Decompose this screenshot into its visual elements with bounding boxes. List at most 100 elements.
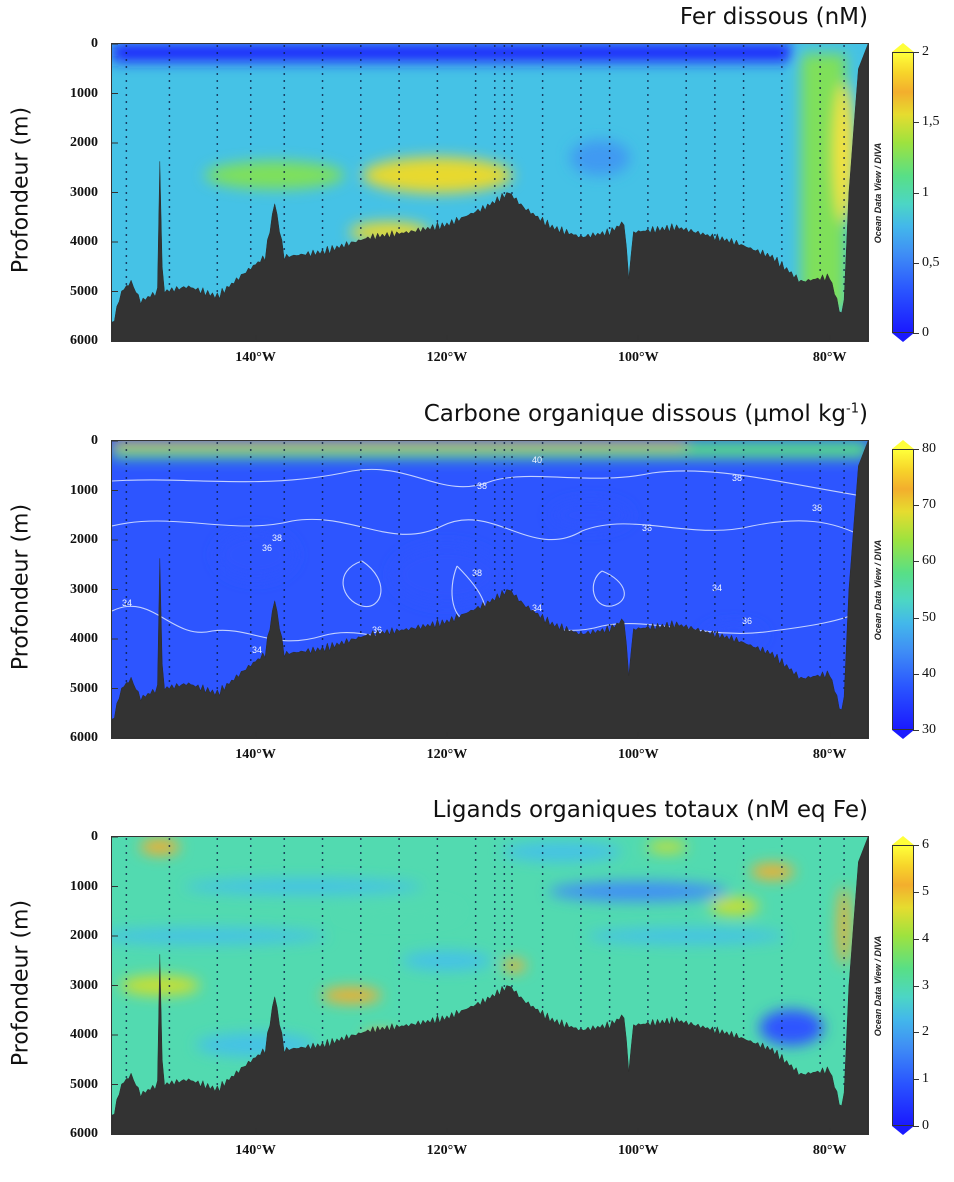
sample-dot: [436, 449, 439, 451]
sample-dot: [216, 645, 219, 647]
sample-dot: [168, 80, 171, 82]
sample-dot: [216, 1041, 219, 1043]
sample-dot: [321, 866, 324, 868]
sample-dot: [646, 1020, 649, 1022]
sample-dot: [819, 533, 822, 535]
sample-dot: [125, 526, 128, 528]
sample-dot: [125, 276, 128, 278]
sample-dot: [713, 66, 716, 68]
sample-dot: [321, 582, 324, 584]
sample-dot: [249, 645, 252, 647]
sample-dot: [168, 894, 171, 896]
y-axis-label: Profondeur (m): [8, 899, 34, 1067]
sample-dot: [780, 589, 783, 591]
sample-dot: [125, 610, 128, 612]
sample-dot: [742, 971, 745, 973]
sample-dot: [283, 442, 286, 444]
sample-dot: [541, 887, 544, 889]
sample-dot: [713, 463, 716, 465]
sample-dot: [541, 1006, 544, 1008]
sample-dot: [742, 568, 745, 570]
sample-dot: [474, 80, 477, 82]
sample-dot: [168, 449, 171, 451]
sample-dot: [511, 943, 513, 945]
sample-dot: [493, 964, 496, 966]
sample-dot: [843, 645, 845, 647]
sample-dot: [125, 456, 128, 458]
sample-dot: [168, 1006, 171, 1008]
sample-dot: [125, 652, 128, 654]
sample-dot: [503, 943, 506, 945]
sample-dot: [398, 561, 400, 563]
sample-dot: [742, 87, 745, 89]
sample-dot: [283, 463, 286, 465]
sample-dot: [742, 498, 745, 500]
sample-dot: [843, 470, 845, 472]
sample-dot: [608, 922, 611, 924]
sample-dot: [249, 866, 252, 868]
sample-dot: [780, 512, 783, 514]
sample-dot: [819, 143, 822, 145]
sample-dot: [493, 943, 496, 945]
sample-dot: [713, 470, 716, 472]
y-tick-label: 1000: [70, 482, 98, 498]
ligand-patch: [339, 901, 460, 922]
sample-dot: [359, 108, 362, 110]
sample-dot: [321, 199, 324, 201]
sample-dot: [321, 171, 324, 173]
sample-dot: [216, 845, 219, 847]
sample-dot: [608, 498, 611, 500]
panel-dissolved-iron: Fer dissous (nM) Profondeur (m) 0 1000 200…: [0, 0, 954, 389]
sample-dot: [511, 157, 513, 159]
sample-dot: [646, 491, 649, 493]
sample-dot: [646, 463, 649, 465]
sample-dot: [168, 45, 171, 47]
y-tick-label: 5000: [70, 1076, 98, 1092]
sample-dot: [168, 178, 171, 180]
sample-dot: [398, 442, 400, 444]
sample-dot: [436, 157, 439, 159]
sample-dot: [646, 449, 649, 451]
sample-dot: [713, 985, 716, 987]
sample-dot: [511, 470, 513, 472]
sample-dot: [216, 491, 219, 493]
sample-dot: [168, 526, 171, 528]
sample-dot: [713, 87, 716, 89]
sample-dot: [819, 838, 822, 840]
sample-dot: [283, 838, 286, 840]
sample-dot: [511, 143, 513, 145]
sample-dot: [283, 908, 286, 910]
sample-dot: [742, 122, 745, 124]
sample-dot: [474, 901, 477, 903]
sample-dot: [580, 115, 582, 117]
sample-dot: [685, 936, 688, 938]
sample-dot: [608, 470, 611, 472]
sample-dot: [359, 66, 362, 68]
sample-dot: [125, 845, 128, 847]
sample-dot: [436, 845, 439, 847]
sample-dot: [283, 241, 286, 243]
low-patch: [570, 139, 631, 176]
sample-dot: [283, 936, 286, 938]
sample-dot: [398, 589, 400, 591]
sample-dot: [249, 150, 252, 152]
sample-dot: [503, 873, 506, 875]
colorbar-tick-label: 4: [913, 930, 929, 946]
sample-dot: [249, 873, 252, 875]
sample-dot: [580, 922, 582, 924]
sample-dot: [283, 999, 286, 1001]
sample-dot: [168, 922, 171, 924]
sample-dot: [580, 178, 582, 180]
sample-dot: [608, 624, 611, 626]
sample-dot: [359, 589, 362, 591]
sample-dot: [819, 1020, 822, 1022]
sample-dot: [819, 887, 822, 889]
sample-dot: [780, 1041, 783, 1043]
sample-dot: [843, 894, 845, 896]
sample-dot: [780, 852, 783, 854]
sample-dot: [713, 129, 716, 131]
sample-dot: [436, 596, 439, 598]
sample-dot: [125, 901, 128, 903]
sample-dot: [398, 505, 400, 507]
sample-dot: [125, 908, 128, 910]
